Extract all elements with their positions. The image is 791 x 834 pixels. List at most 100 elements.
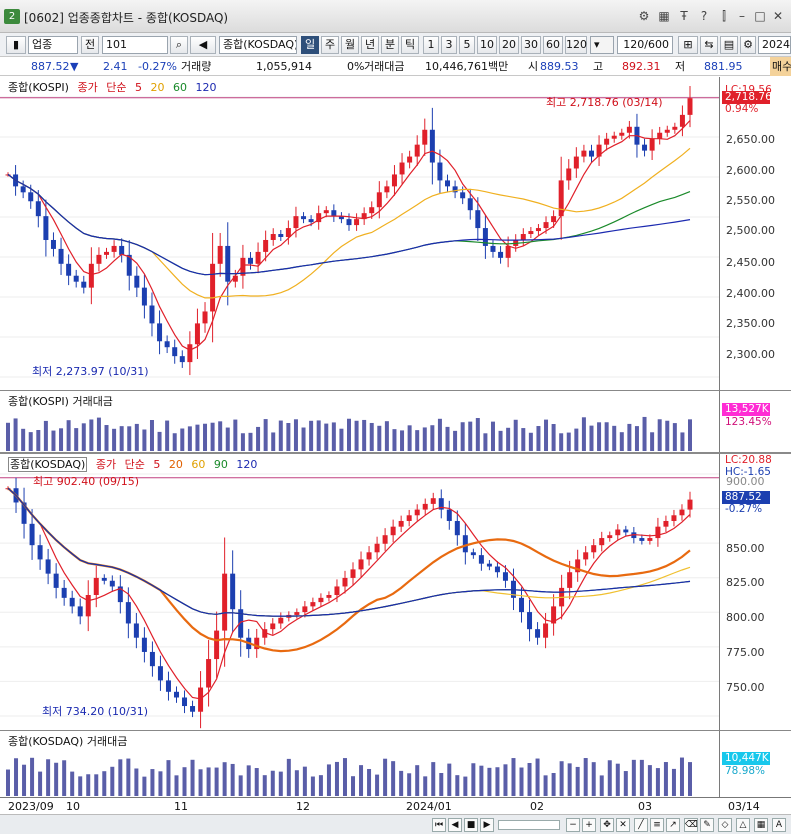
interval-20[interactable]: 20 [499,36,519,54]
period-day[interactable]: 일 [301,36,319,54]
kosdaq-amount-panel[interactable]: 종합(KOSDAQ) 거래대금 [0,730,719,797]
fib-icon[interactable]: ≡ [650,818,664,832]
help-icon[interactable]: ? [700,9,708,23]
zoom-in-icon[interactable]: + [582,818,596,832]
amount-bar [495,767,500,796]
zoom-out-icon[interactable]: − [566,818,580,832]
volume-pct: 0% [347,60,365,73]
candle [596,144,602,157]
interval-120[interactable]: 120 [565,36,587,54]
font-icon[interactable]: Ŧ [680,9,688,23]
scroll-bar[interactable]: ⏮ ◀ ■ ▶ − + ✥ ✕ ╱ ≡ ↗ ⌫ ✎ ◇ △ ▦ A [0,814,791,834]
search-icon[interactable]: ⌕ [170,36,188,54]
date-input[interactable]: 2024/ [758,36,791,54]
market-select[interactable]: 업종 [28,36,78,54]
kospi-amount-panel[interactable]: 종합(KOSPI) 거래대금 [0,390,719,452]
amount-bar [536,426,541,451]
panel-divider[interactable] [0,452,791,454]
interval-60[interactable]: 60 [543,36,563,54]
line-icon[interactable]: ╱ [634,818,648,832]
prev-icon[interactable]: ◀ [448,818,462,832]
legend-ma5: 5 [134,81,142,94]
text-icon[interactable]: A [772,818,786,832]
interval-dropdown[interactable]: ▾ [590,36,614,54]
y-tick: 2,300.00 [726,348,775,361]
period-month[interactable]: 월 [341,36,359,54]
period-year[interactable]: 년 [361,36,379,54]
candle [535,228,541,232]
amount-bar [447,763,452,796]
shape-icon[interactable]: ◇ [718,818,732,832]
candle [467,198,473,211]
pan-icon[interactable]: ✥ [600,818,614,832]
candle [366,552,372,560]
cross-icon[interactable]: ✕ [616,818,630,832]
legend-name[interactable]: 종합(KOSDAQ) [8,457,88,472]
speaker-icon[interactable]: ◀ [190,36,216,54]
amount-bar [78,776,83,796]
amount-bar [455,775,460,796]
kosdaq-amount-svg [6,757,692,796]
first-icon[interactable]: ⏮ [432,818,446,832]
candle [482,228,488,246]
kospi-price-panel[interactable]: 종합(KOSPI) 종가 단순 5 20 60 120 최고 2,718.76 … [0,77,719,390]
candle [657,132,663,139]
period-tick[interactable]: 틱 [401,36,419,54]
amount-bar [127,426,132,451]
amount-bar [475,418,480,451]
kospi-amount-svg [6,416,692,451]
tool-icon[interactable]: ⊞ [678,36,698,54]
code-input[interactable]: 101 [102,36,168,54]
close-icon[interactable]: ✕ [772,9,784,23]
interval-3[interactable]: 3 [441,36,457,54]
period-week[interactable]: 주 [321,36,339,54]
settings-icon[interactable]: ⚙ [638,9,650,23]
candle [230,573,236,610]
eraser-icon[interactable]: ⌫ [684,818,698,832]
chart-icon[interactable]: ▮ [6,36,26,54]
candle [679,114,685,127]
interval-1[interactable]: 1 [423,36,439,54]
amount-bar [142,776,147,796]
arrow-icon[interactable]: ↗ [666,818,680,832]
window-badge: 2 [4,9,20,24]
amount-bar [503,764,508,796]
all-button[interactable]: 전 [81,36,99,54]
candle [294,612,300,615]
kosdaq-lc: LC:20.88 [725,454,772,466]
kosdaq-price-panel[interactable]: 종합(KOSDAQ) 종가 단순 5 20 60 90 120 최고 902.4… [0,454,719,730]
amount-bar [581,417,586,451]
next-icon[interactable]: ▶ [480,818,494,832]
grid-small-icon[interactable]: ▦ [754,818,768,832]
minimize-icon[interactable]: – [739,9,745,23]
kospi-amount-axis: 13,527K 123.45% [719,390,791,452]
pencil-icon[interactable]: ✎ [700,818,714,832]
buy-label[interactable]: 매수 [770,57,791,76]
triangle-icon[interactable]: △ [736,818,750,832]
count-input[interactable]: 120/600 [617,36,673,54]
amount-bar [286,423,291,451]
interval-5[interactable]: 5 [459,36,475,54]
maximize-icon[interactable]: □ [754,9,766,23]
restore-icon[interactable]: ⫿ [722,9,726,23]
candle [323,210,329,214]
compare-icon[interactable]: ⇆ [700,36,718,54]
kospi-amount-title: 종합(KOSPI) 거래대금 [8,395,113,408]
grid-icon[interactable]: ▦ [658,9,670,23]
amount-bar [506,427,511,451]
candle [663,520,669,527]
amount-bar [74,428,79,451]
candle [354,219,360,226]
period-minute[interactable]: 분 [381,36,399,54]
candle [61,587,67,598]
zoom-slider[interactable] [498,820,560,830]
interval-30[interactable]: 30 [521,36,541,54]
interval-10[interactable]: 10 [477,36,497,54]
amount-bar [354,420,359,451]
stop-icon[interactable]: ■ [464,818,478,832]
config-icon[interactable]: ⚙ [740,36,756,54]
candle [490,245,496,252]
indicator-icon[interactable]: ▤ [720,36,738,54]
amount-bar [134,423,139,451]
amount-bar [203,423,208,451]
